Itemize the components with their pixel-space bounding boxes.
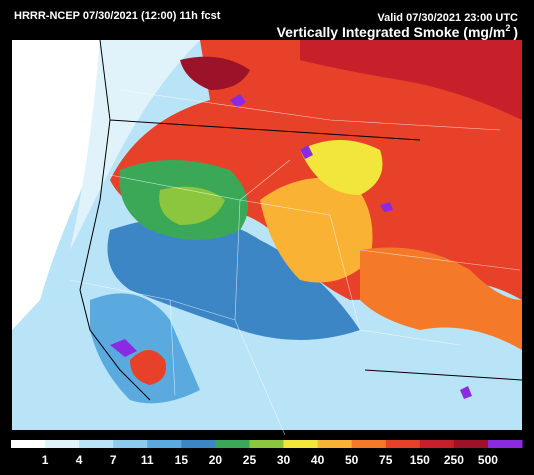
colorbar-swatch — [249, 440, 285, 448]
colorbar-label: 250 — [444, 453, 464, 467]
colorbar-label: 15 — [175, 453, 189, 467]
colorbar-swatch — [215, 440, 250, 448]
colorbar-label: 1 — [42, 453, 49, 467]
colorbar-label: 20 — [209, 453, 223, 467]
colorbar-swatch — [113, 440, 148, 448]
colorbar-label: 150 — [410, 453, 430, 467]
map — [12, 39, 523, 436]
valid-time: Valid 07/30/2021 23:00 UTC — [377, 12, 518, 24]
colorbar-label: 50 — [345, 453, 359, 467]
colorbar-swatch — [385, 440, 421, 448]
colorbar-swatch — [181, 440, 216, 448]
colorbar-swatch — [79, 440, 114, 448]
colorbar-swatch — [487, 440, 523, 448]
colorbar-swatch — [45, 440, 80, 448]
colorbar-swatch — [453, 440, 489, 448]
title-end: ) — [513, 24, 518, 40]
colorbar: 1 4 7 11 15 20 25 30 40 50 75 150 250 500 — [11, 440, 523, 467]
colorbar-label: 11 — [141, 453, 154, 467]
colorbar-label: 25 — [243, 453, 257, 467]
colorbar-label: 7 — [110, 453, 117, 467]
colorbar-swatch — [283, 440, 319, 448]
title-text: Vertically Integrated Smoke (mg/m — [277, 24, 506, 40]
colorbar-label: 75 — [379, 453, 393, 467]
colorbar-swatch — [351, 440, 387, 448]
colorbar-swatch — [11, 440, 46, 448]
colorbar-label: 30 — [277, 453, 291, 467]
colorbar-label: 4 — [76, 453, 83, 467]
colorbar-label: 500 — [478, 453, 498, 467]
title-superscript: 2 — [505, 23, 510, 33]
run-info: HRRR-NCEP 07/30/2021 (12:00) 11h fcst — [14, 10, 221, 22]
colorbar-label: 40 — [311, 453, 325, 467]
colorbar-swatch — [317, 440, 353, 448]
colorbar-swatch — [419, 440, 455, 448]
map-title: Vertically Integrated Smoke (mg/m2) — [277, 23, 518, 40]
colorbar-swatch — [147, 440, 182, 448]
